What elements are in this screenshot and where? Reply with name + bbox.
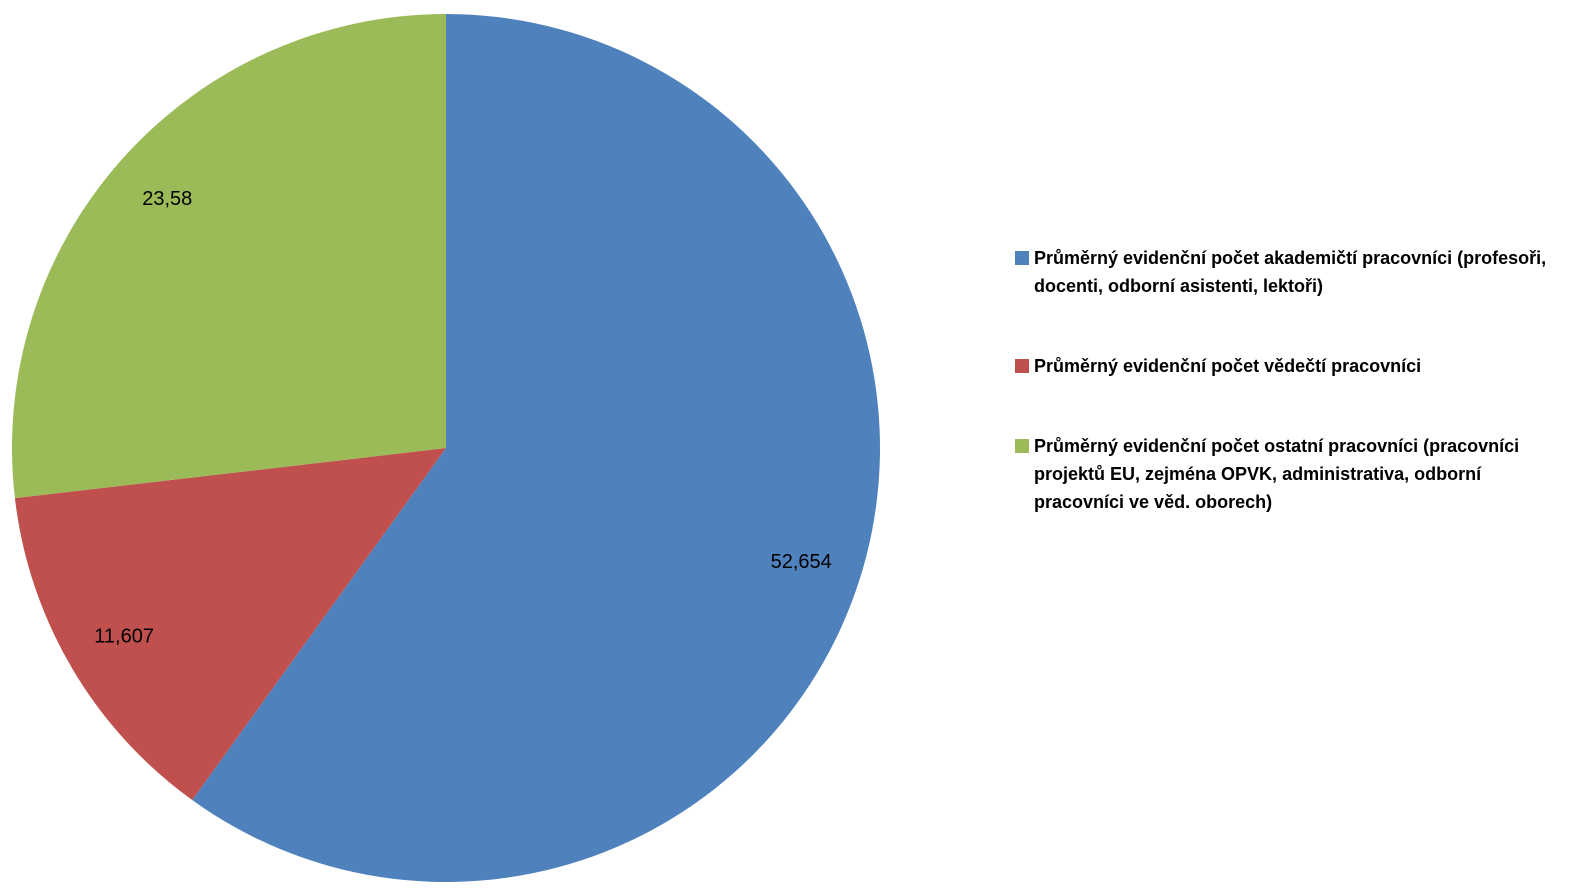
legend-swatch: [1015, 251, 1029, 265]
pie-slice: [12, 14, 447, 499]
chart: 52,654 11,607 23,58: [12, 14, 880, 882]
legend-label: Průměrný evidenční počet ostatní pracovn…: [1034, 436, 1520, 512]
legend-item: Průměrný evidenční počet vědečtí pracovn…: [1015, 352, 1575, 380]
legend-item: Průměrný evidenční počet ostatní pracovn…: [1015, 432, 1575, 516]
data-label: 11,607: [94, 625, 154, 647]
pie-slice: [192, 14, 880, 882]
legend: Průměrný evidenční počet akademičtí prac…: [1015, 244, 1575, 568]
legend-swatch: [1015, 359, 1029, 373]
legend-swatch: [1015, 439, 1029, 453]
pie-slice: [14, 448, 447, 801]
data-label: 52,654: [771, 551, 832, 573]
legend-label: Průměrný evidenční počet vědečtí pracovn…: [1034, 356, 1422, 376]
data-label: 23,58: [142, 188, 192, 210]
legend-item: Průměrný evidenční počet akademičtí prac…: [1015, 244, 1575, 300]
legend-label: Průměrný evidenční počet akademičtí prac…: [1034, 248, 1547, 296]
